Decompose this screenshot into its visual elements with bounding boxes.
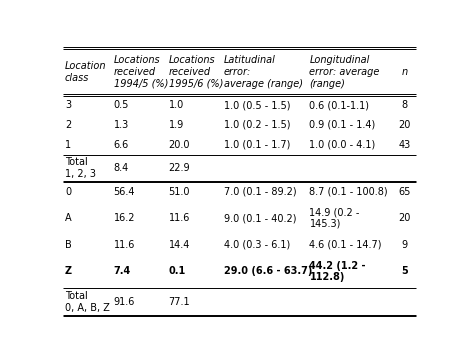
- Text: 1: 1: [65, 140, 71, 150]
- Text: B: B: [65, 240, 71, 250]
- Text: 65: 65: [398, 187, 411, 196]
- Text: 29.0 (6.6 - 63.7): 29.0 (6.6 - 63.7): [224, 266, 312, 276]
- Text: 9.0 (0.1 - 40.2): 9.0 (0.1 - 40.2): [224, 213, 296, 223]
- Text: n: n: [402, 67, 408, 77]
- Text: 14.4: 14.4: [169, 240, 190, 250]
- Text: 3: 3: [65, 100, 71, 110]
- Text: 11.6: 11.6: [113, 240, 135, 250]
- Text: A: A: [65, 213, 71, 223]
- Text: 7.4: 7.4: [113, 266, 131, 276]
- Text: Total
1, 2, 3: Total 1, 2, 3: [65, 157, 96, 179]
- Text: Total
0, A, B, Z: Total 0, A, B, Z: [65, 291, 110, 313]
- Text: 5: 5: [401, 266, 408, 276]
- Text: 2: 2: [65, 120, 71, 130]
- Text: 1.0 (0.0 - 4.1): 1.0 (0.0 - 4.1): [310, 140, 376, 150]
- Text: 22.9: 22.9: [169, 163, 190, 173]
- Text: 1.0 (0.1 - 1.7): 1.0 (0.1 - 1.7): [224, 140, 290, 150]
- Text: 0: 0: [65, 187, 71, 196]
- Text: 91.6: 91.6: [113, 297, 135, 307]
- Text: 1.9: 1.9: [169, 120, 184, 130]
- Text: 11.6: 11.6: [169, 213, 190, 223]
- Text: 7.0 (0.1 - 89.2): 7.0 (0.1 - 89.2): [224, 187, 296, 196]
- Text: 77.1: 77.1: [169, 297, 190, 307]
- Text: Location
class: Location class: [65, 61, 106, 83]
- Text: 1.0 (0.2 - 1.5): 1.0 (0.2 - 1.5): [224, 120, 290, 130]
- Text: Locations
received
1994/5 (%): Locations received 1994/5 (%): [113, 55, 168, 89]
- Text: 8.4: 8.4: [113, 163, 129, 173]
- Text: Longitudinal
error: average
(range): Longitudinal error: average (range): [310, 55, 380, 89]
- Text: 51.0: 51.0: [169, 187, 190, 196]
- Text: 16.2: 16.2: [113, 213, 135, 223]
- Text: 1.0: 1.0: [169, 100, 184, 110]
- Text: 0.1: 0.1: [169, 266, 186, 276]
- Text: 56.4: 56.4: [113, 187, 135, 196]
- Text: Locations
received
1995/6 (%): Locations received 1995/6 (%): [169, 55, 223, 89]
- Text: Z: Z: [65, 266, 72, 276]
- Text: 4.6 (0.1 - 14.7): 4.6 (0.1 - 14.7): [310, 240, 382, 250]
- Text: 20: 20: [398, 120, 411, 130]
- Text: 8.7 (0.1 - 100.8): 8.7 (0.1 - 100.8): [310, 187, 388, 196]
- Text: 43: 43: [398, 140, 410, 150]
- Text: 1.0 (0.5 - 1.5): 1.0 (0.5 - 1.5): [224, 100, 290, 110]
- Text: 1.3: 1.3: [113, 120, 129, 130]
- Text: 14.9 (0.2 -
145.3): 14.9 (0.2 - 145.3): [310, 208, 360, 229]
- Text: 0.6 (0.1-1.1): 0.6 (0.1-1.1): [310, 100, 369, 110]
- Text: 20.0: 20.0: [169, 140, 190, 150]
- Text: 0.9 (0.1 - 1.4): 0.9 (0.1 - 1.4): [310, 120, 376, 130]
- Text: 0.5: 0.5: [113, 100, 129, 110]
- Text: 8: 8: [402, 100, 408, 110]
- Text: 20: 20: [398, 213, 411, 223]
- Text: 4.0 (0.3 - 6.1): 4.0 (0.3 - 6.1): [224, 240, 290, 250]
- Text: 44.2 (1.2 -
112.8): 44.2 (1.2 - 112.8): [310, 261, 366, 282]
- Text: 6.6: 6.6: [113, 140, 129, 150]
- Text: 9: 9: [402, 240, 408, 250]
- Text: Latitudinal
error:
average (range): Latitudinal error: average (range): [224, 55, 303, 89]
